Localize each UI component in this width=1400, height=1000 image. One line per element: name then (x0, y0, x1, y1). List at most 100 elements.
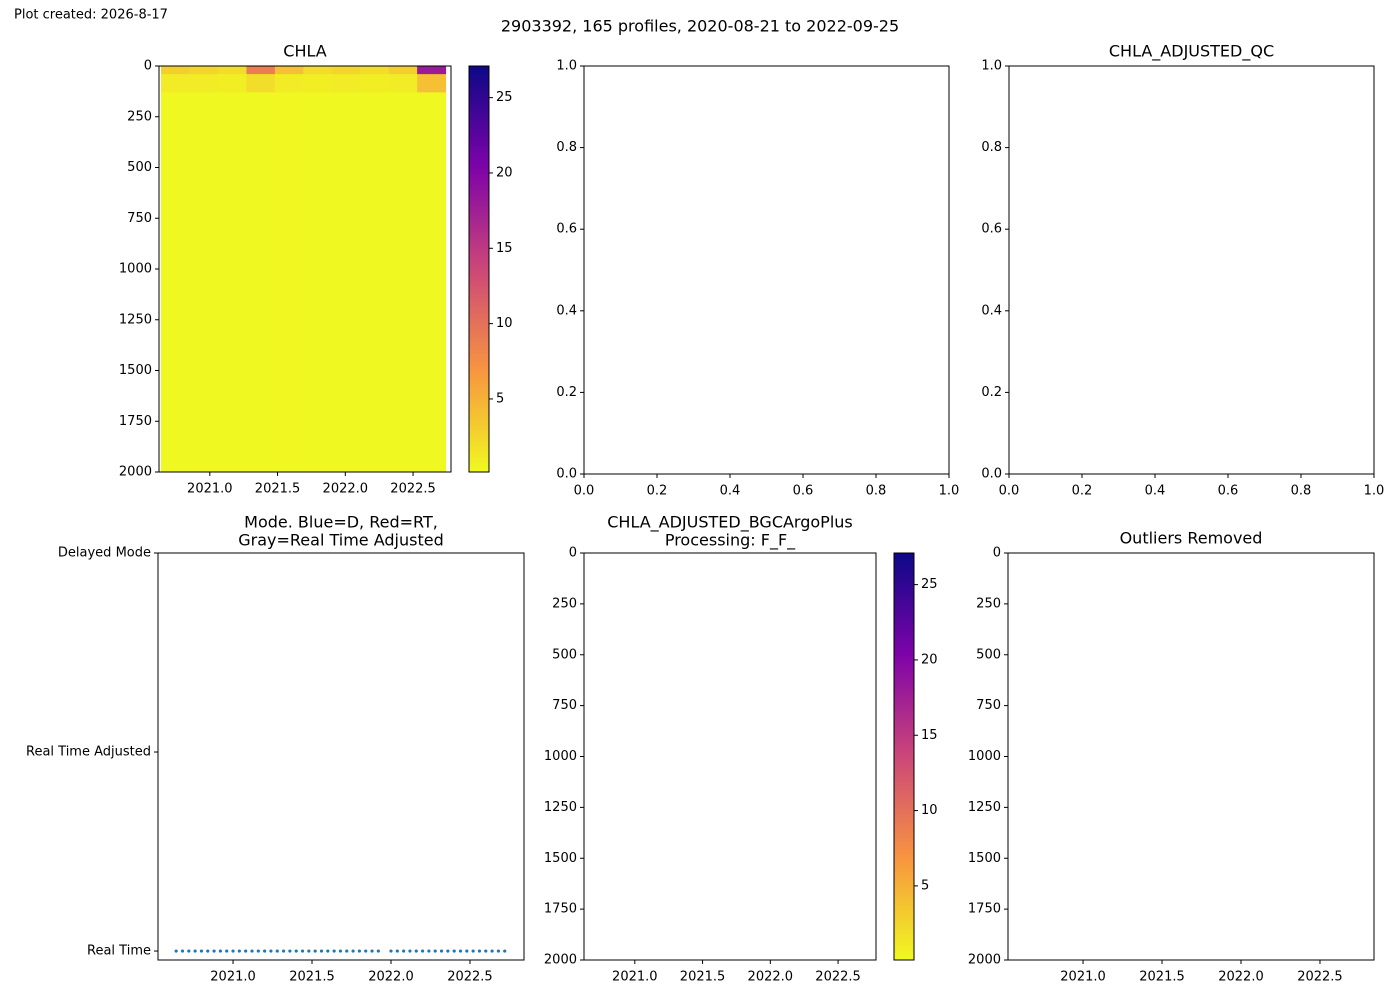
y-tick-label: Real Time (87, 944, 151, 959)
mode-point (357, 949, 362, 953)
y-tick-label: 750 (976, 698, 1001, 713)
heatmap-cell (246, 92, 276, 473)
heatmap-cell (189, 92, 219, 473)
y-tick-label: 1000 (544, 749, 577, 764)
colorbar (468, 65, 490, 473)
mode-point (376, 949, 380, 953)
colorbar-tick-label: 15 (921, 728, 938, 743)
mode-point (231, 949, 235, 953)
mode-point (370, 949, 374, 953)
axes-frame (1007, 552, 1375, 961)
y-tick-label: 1000 (968, 749, 1001, 764)
colorbar-tick-label: 15 (496, 241, 513, 256)
y-tick-label: Real Time Adjusted (26, 745, 151, 760)
x-tick-label: 2022.5 (1297, 970, 1343, 985)
colorbar (893, 552, 915, 961)
mode-point (269, 949, 273, 953)
heatmap-cell (274, 74, 304, 93)
y-tick-label: 2000 (119, 465, 152, 480)
x-tick-label: 2021.5 (289, 970, 335, 985)
mode-point (326, 949, 330, 953)
x-tick-label: 2021.5 (255, 482, 301, 497)
mode-point (294, 949, 298, 953)
heatmap-cell (388, 74, 418, 93)
colorbar-tick-label: 20 (496, 165, 513, 180)
y-tick-label: 250 (127, 109, 152, 124)
x-tick-label: 2022.0 (323, 482, 369, 497)
y-tick-label: 0 (993, 546, 1001, 561)
mode-point (420, 949, 425, 953)
colorbar-tick-label: 10 (921, 803, 938, 818)
mode-point (458, 949, 463, 953)
heatmap-cell (217, 66, 247, 75)
x-tick-label: 2021.5 (1139, 970, 1185, 985)
y-tick-label: 1750 (544, 902, 577, 917)
x-tick-label: 0.0 (574, 484, 595, 499)
heatmap-cell (388, 66, 418, 75)
heatmap-cell (161, 92, 190, 473)
y-tick-label: 1000 (119, 262, 152, 277)
colorbar-tick-label: 5 (921, 878, 929, 893)
mode-point (446, 949, 450, 953)
colorbar-tick-label: 10 (496, 316, 513, 331)
y-tick-label: 750 (127, 211, 152, 226)
mode-point (490, 949, 494, 953)
y-tick-label: 1500 (119, 363, 152, 378)
x-tick-label: 2021.0 (210, 970, 256, 985)
mode-point (477, 949, 482, 953)
y-tick-label: 500 (976, 647, 1001, 662)
mode-point (427, 949, 431, 953)
colorbar-tick-label: 25 (921, 577, 938, 592)
y-tick-label: 250 (552, 596, 577, 611)
y-tick-label: 0.2 (556, 385, 577, 400)
x-tick-label: 0.6 (793, 484, 814, 499)
heatmap-cell (217, 74, 247, 93)
mode-point (180, 949, 185, 953)
y-tick-label: 0.4 (981, 303, 1002, 318)
x-tick-label: 2022.5 (390, 482, 436, 497)
mode-point (351, 949, 355, 953)
mode-point (199, 949, 204, 953)
panel-title: Mode. Blue=D, Red=RT, (244, 513, 438, 532)
figure-title: 2903392, 165 profiles, 2020-08-21 to 202… (501, 17, 899, 36)
y-tick-label: 500 (552, 647, 577, 662)
mode-point (288, 949, 292, 953)
axes-frame (1008, 65, 1375, 475)
axes-frame (583, 65, 950, 475)
heatmap-cell (417, 74, 447, 93)
y-tick-label: 1500 (968, 851, 1001, 866)
heatmap-cell (303, 74, 333, 93)
heatmap-cell (303, 92, 333, 473)
heatmap-cell (331, 74, 361, 93)
colorbar-tick-label: 20 (921, 652, 938, 667)
mode-point (263, 949, 267, 953)
x-tick-label: 0.2 (1072, 484, 1093, 499)
mode-point (174, 949, 178, 953)
x-tick-label: 2022.0 (748, 970, 794, 985)
mode-point (300, 949, 305, 953)
x-tick-label: 2022.5 (447, 970, 493, 985)
heatmap-cell (388, 92, 418, 473)
axes-frame (583, 552, 877, 961)
panel-title: Outliers Removed (1120, 529, 1263, 548)
x-tick-label: 2021.5 (680, 970, 726, 985)
y-tick-label: 1.0 (556, 59, 577, 74)
heatmap-cell (360, 74, 390, 93)
y-tick-label: 1750 (119, 414, 152, 429)
heatmap-cell (246, 74, 276, 93)
panel-title: CHLA (283, 42, 326, 61)
x-tick-label: 0.2 (647, 484, 668, 499)
x-tick-label: 2021.0 (187, 482, 233, 497)
mode-point (281, 949, 286, 953)
y-tick-label: 500 (127, 160, 152, 175)
y-tick-label: 0.2 (981, 385, 1002, 400)
y-tick-label: 1250 (544, 800, 577, 815)
y-tick-label: 2000 (968, 953, 1001, 968)
heatmap-cell (274, 92, 304, 473)
y-tick-label: 0 (569, 546, 577, 561)
y-tick-label: 0.6 (556, 222, 577, 237)
heatmap-cell (217, 92, 247, 473)
mode-point (414, 949, 418, 953)
heatmap-cell (360, 92, 390, 473)
heatmap-cell (331, 66, 361, 75)
